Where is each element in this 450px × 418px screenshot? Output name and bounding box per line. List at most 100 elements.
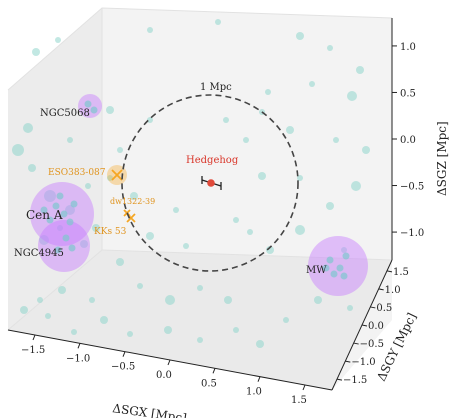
x-tick-mark xyxy=(212,368,216,374)
field-galaxy-point xyxy=(347,305,353,311)
z-tick-label: 0.5 xyxy=(400,88,416,99)
field-galaxy-point xyxy=(44,190,56,202)
field-galaxy-point xyxy=(309,81,315,87)
field-galaxy-point xyxy=(223,117,229,123)
x-tick-label: 0.0 xyxy=(156,370,172,381)
reference-circle-label: 1 Mpc xyxy=(200,82,232,93)
field-galaxy-point xyxy=(247,229,253,235)
group-member-point xyxy=(90,106,98,114)
field-galaxy-point xyxy=(333,137,339,143)
group-member-point xyxy=(342,252,350,260)
group-member-point xyxy=(340,272,348,280)
group-member-point xyxy=(46,216,54,224)
field-galaxy-point xyxy=(116,258,124,266)
field-galaxy-point xyxy=(39,235,49,245)
label-ngc5068: NGC5068 xyxy=(40,108,90,119)
group-member-point xyxy=(56,192,64,200)
group-member-point xyxy=(52,202,60,210)
field-galaxy-point xyxy=(89,297,95,303)
field-galaxy-point xyxy=(130,192,138,200)
field-galaxy-point xyxy=(296,32,304,40)
label-ngc4945: NGC4945 xyxy=(14,248,64,259)
y-tick-label: 0.5 xyxy=(376,303,392,314)
field-galaxy-point xyxy=(85,183,91,189)
x-tick-label: 0.5 xyxy=(201,378,217,389)
field-galaxy-point xyxy=(100,316,108,324)
field-galaxy-point xyxy=(71,329,77,335)
z-tick-label: −1.0 xyxy=(400,228,424,239)
field-galaxy-point xyxy=(283,317,289,323)
field-galaxy-point xyxy=(28,164,36,172)
x-axis-label: ΔSGX [Mpc] xyxy=(112,401,188,418)
field-galaxy-point xyxy=(356,66,364,74)
field-galaxy-point xyxy=(58,286,66,294)
y-tick-mark xyxy=(345,360,351,363)
hedgehog-marker xyxy=(201,176,222,190)
hedgehog-label: Hedgehog xyxy=(186,155,239,166)
group-member-point xyxy=(326,256,334,264)
field-galaxy-point xyxy=(80,240,88,248)
y-tick-mark xyxy=(370,306,376,309)
field-galaxy-point xyxy=(67,137,73,143)
x-tick-label: 1.0 xyxy=(246,387,262,398)
field-galaxy-point xyxy=(266,246,274,254)
z-axis-label: ΔSGZ [Mpc] xyxy=(435,121,449,196)
group-member-point xyxy=(322,264,330,272)
field-galaxy-point xyxy=(173,207,179,213)
field-galaxy-point xyxy=(256,340,264,348)
field-galaxy-point xyxy=(32,48,40,56)
field-galaxy-point xyxy=(233,327,239,333)
field-galaxy-point xyxy=(197,337,203,343)
field-galaxy-point xyxy=(295,225,305,235)
field-galaxy-point xyxy=(147,117,153,123)
field-galaxy-point xyxy=(146,232,154,240)
group-member-point xyxy=(60,210,68,218)
field-galaxy-point xyxy=(351,181,361,191)
label-cena: Cen A xyxy=(26,208,63,222)
y-tick-label: −1.0 xyxy=(351,357,375,368)
field-galaxy-point xyxy=(23,123,33,133)
field-galaxy-point xyxy=(215,19,221,25)
field-galaxy-point xyxy=(164,326,172,334)
field-galaxy-point xyxy=(137,283,143,289)
field-galaxy-point xyxy=(147,27,153,33)
group-member-point xyxy=(66,218,74,226)
group-member-point xyxy=(336,264,344,272)
field-galaxy-point xyxy=(243,137,249,143)
label-kks53: KKs 53 xyxy=(94,227,127,237)
field-galaxy-point xyxy=(327,45,333,51)
group-member-point xyxy=(70,200,78,208)
field-galaxy-point xyxy=(258,172,266,180)
eso383-087-marker xyxy=(111,169,123,181)
field-galaxy-point xyxy=(314,296,322,304)
y-tick-mark xyxy=(386,270,393,273)
x-tick-mark xyxy=(122,351,126,357)
field-galaxy-point xyxy=(57,225,63,231)
label-dw1322: dw1322-39 xyxy=(110,197,155,206)
field-galaxy-point xyxy=(106,106,114,114)
reference-circle xyxy=(121,94,299,272)
field-galaxy-point xyxy=(224,296,232,304)
y-tick-label: 0.0 xyxy=(368,321,384,332)
y-tick-mark xyxy=(353,342,359,345)
y-tick-label: −0.5 xyxy=(360,339,384,350)
field-galaxy-point xyxy=(326,202,334,210)
group-member-point xyxy=(54,246,62,254)
y-tick-mark xyxy=(336,378,343,381)
left-pane xyxy=(8,8,102,330)
x-tick-label: −1.0 xyxy=(66,353,90,364)
field-galaxy-point xyxy=(165,295,175,305)
x-tick-mark xyxy=(32,334,36,341)
field-galaxy-point xyxy=(347,91,357,101)
group-member-point xyxy=(40,206,48,214)
x-tick-label: 1.5 xyxy=(291,395,307,406)
field-galaxy-point xyxy=(20,306,28,314)
x-tick-label: −1.5 xyxy=(21,345,45,356)
group-member-point xyxy=(68,244,76,252)
y-tick-label: 1.5 xyxy=(393,267,409,278)
field-galaxy-point xyxy=(362,146,370,154)
pane-edge xyxy=(7,249,103,331)
field-galaxy-point xyxy=(127,331,133,337)
z-tick-label: −0.5 xyxy=(400,182,424,193)
